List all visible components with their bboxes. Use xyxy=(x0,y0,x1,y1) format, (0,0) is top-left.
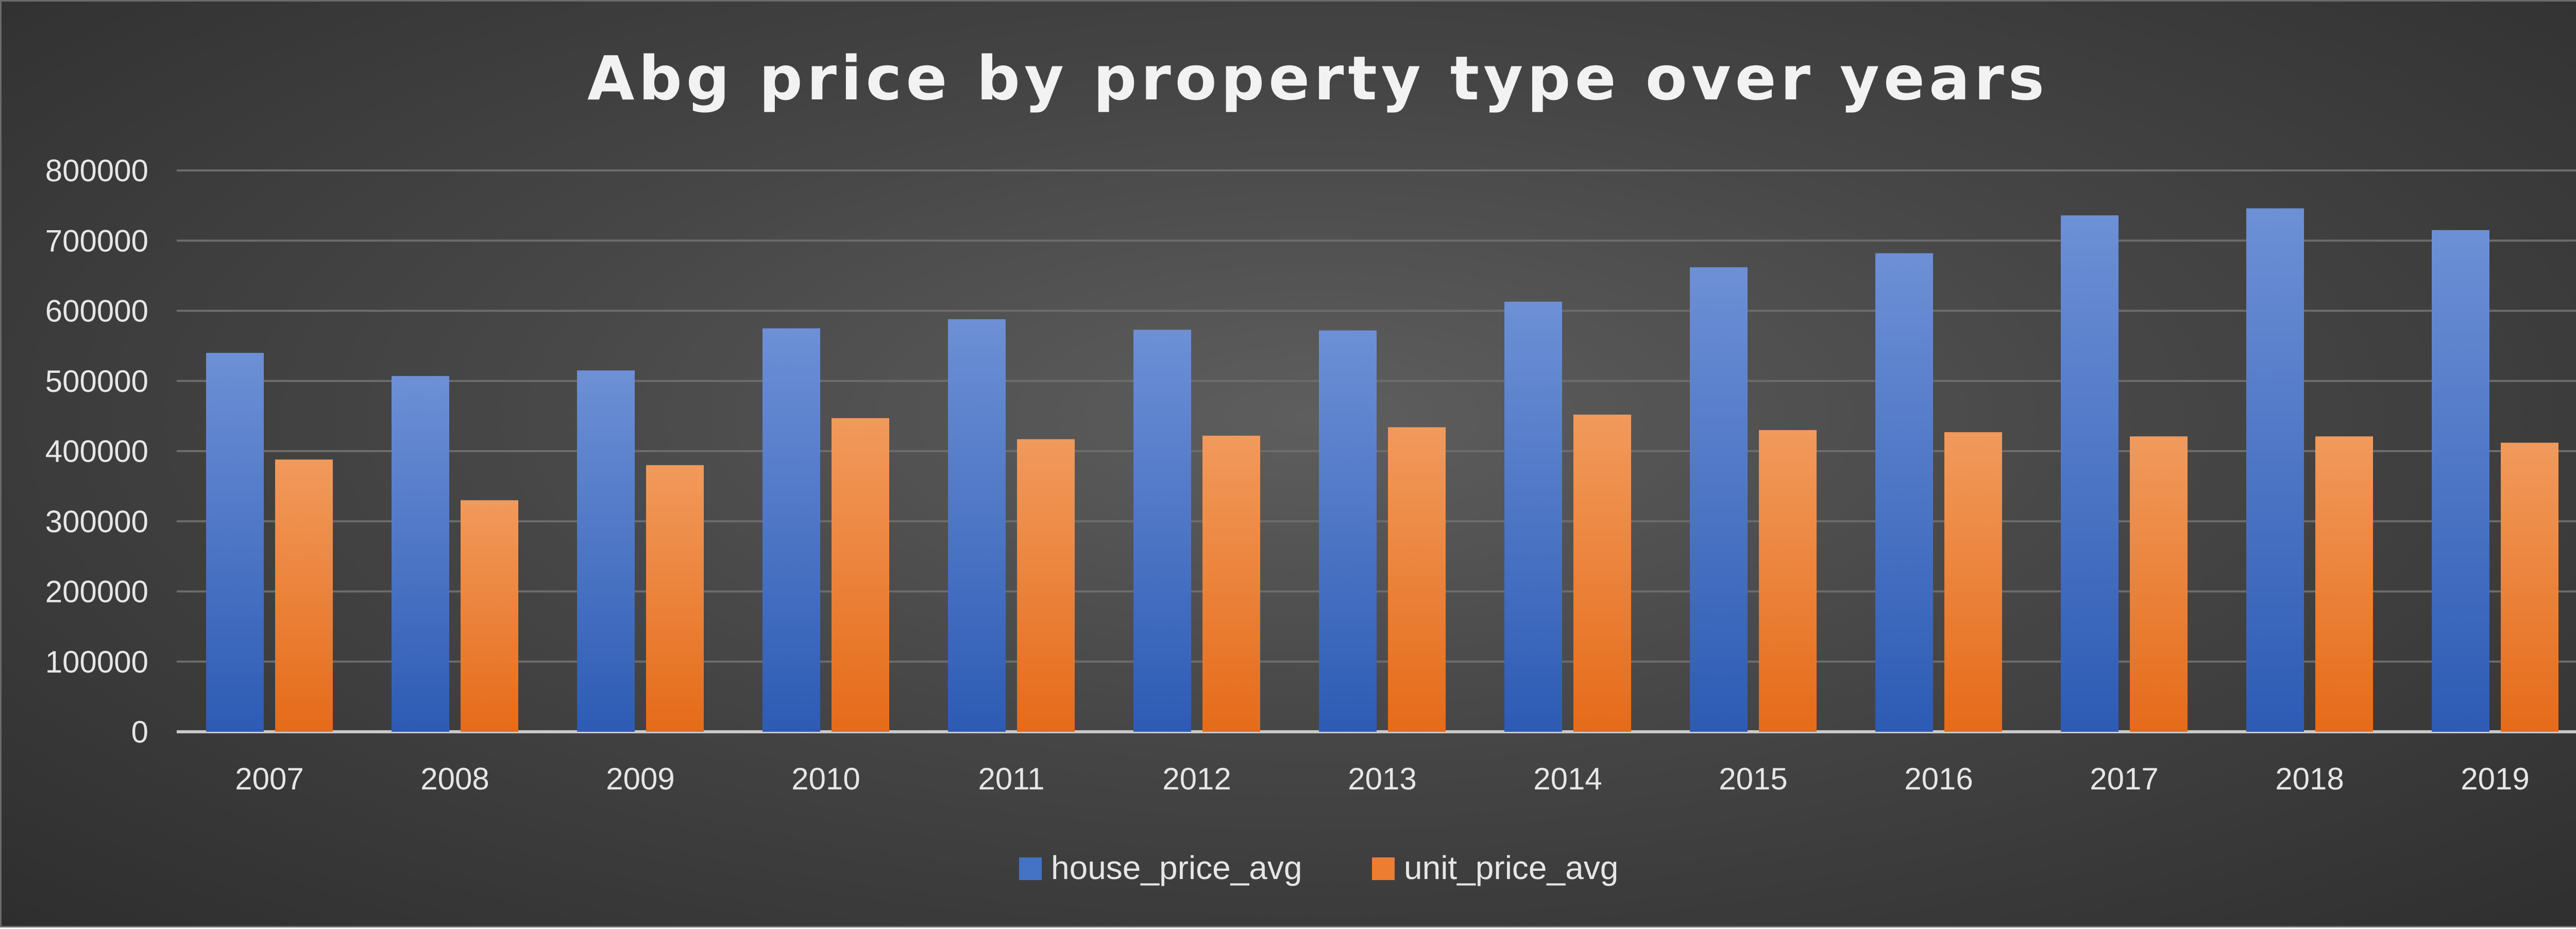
bar-house_price_avg-2009 xyxy=(577,370,635,732)
y-tick-label: 400000 xyxy=(45,434,148,469)
bar-unit_price_avg-2013 xyxy=(1388,427,1446,732)
x-tick-label: 2016 xyxy=(1904,762,1973,796)
x-tick-label: 2012 xyxy=(1162,762,1231,796)
bar-unit_price_avg-2016 xyxy=(1944,432,2002,732)
bar-unit_price_avg-2009 xyxy=(646,465,704,732)
bar-house_price_avg-2012 xyxy=(1133,330,1191,732)
legend: house_price_avg unit_price_avg xyxy=(1019,849,1618,886)
legend-swatch-house_price_avg xyxy=(1019,857,1042,880)
x-tick-label: 2018 xyxy=(2275,762,2344,796)
x-tick-label: 2013 xyxy=(1348,762,1416,796)
bars-layer xyxy=(206,208,2558,732)
bar-house_price_avg-2015 xyxy=(1690,267,1748,732)
bar-house_price_avg-2014 xyxy=(1504,301,1562,732)
bar-house_price_avg-2018 xyxy=(2246,208,2304,732)
y-tick-label: 700000 xyxy=(45,223,148,258)
bar-unit_price_avg-2011 xyxy=(1017,439,1075,732)
bar-house_price_avg-2008 xyxy=(392,376,449,732)
bar-house_price_avg-2011 xyxy=(948,319,1006,732)
bar-unit_price_avg-2014 xyxy=(1573,415,1631,732)
x-tick-label: 2011 xyxy=(978,762,1044,796)
bar-house_price_avg-2007 xyxy=(206,353,264,732)
y-tick-label: 300000 xyxy=(45,504,148,539)
x-tick-label: 2009 xyxy=(606,762,674,796)
y-tick-label: 0 xyxy=(131,715,148,749)
bar-unit_price_avg-2008 xyxy=(461,500,518,732)
x-tick-label: 2017 xyxy=(2090,762,2158,796)
bar-unit_price_avg-2015 xyxy=(1759,430,1817,732)
x-tick-label: 2008 xyxy=(420,762,489,796)
x-tick-label: 2014 xyxy=(1533,762,1602,796)
y-tick-label: 600000 xyxy=(45,294,148,329)
legend-swatch-unit_price_avg xyxy=(1372,857,1395,880)
x-tick-label: 2015 xyxy=(1719,762,1787,796)
bar-unit_price_avg-2019 xyxy=(2501,442,2558,732)
bar-house_price_avg-2017 xyxy=(2061,215,2119,732)
chart-title: Abg price by property type over years xyxy=(587,43,2048,114)
ticks-layer: 0 100000 200000 300000 400000 500000 600000 700… xyxy=(45,153,2530,796)
bar-unit_price_avg-2018 xyxy=(2315,436,2373,732)
y-tick-label: 200000 xyxy=(45,575,148,609)
bar-house_price_avg-2019 xyxy=(2432,230,2489,732)
x-tick-label: 2019 xyxy=(2461,762,2529,796)
y-tick-label: 100000 xyxy=(45,645,148,679)
y-tick-label: 500000 xyxy=(45,364,148,399)
bar-unit_price_avg-2017 xyxy=(2130,436,2188,732)
legend-label-unit_price_avg: unit_price_avg xyxy=(1404,849,1618,886)
bar-house_price_avg-2016 xyxy=(1875,253,1933,732)
bar-unit_price_avg-2010 xyxy=(832,418,889,732)
x-tick-label: 2010 xyxy=(791,762,860,796)
bar-unit_price_avg-2007 xyxy=(275,459,333,732)
legend-label-house_price_avg: house_price_avg xyxy=(1051,849,1302,886)
bar-house_price_avg-2013 xyxy=(1319,330,1377,732)
y-tick-label: 800000 xyxy=(45,153,148,188)
bar-house_price_avg-2010 xyxy=(762,328,820,732)
x-tick-label: 2007 xyxy=(235,762,303,796)
bar-unit_price_avg-2012 xyxy=(1202,436,1260,732)
